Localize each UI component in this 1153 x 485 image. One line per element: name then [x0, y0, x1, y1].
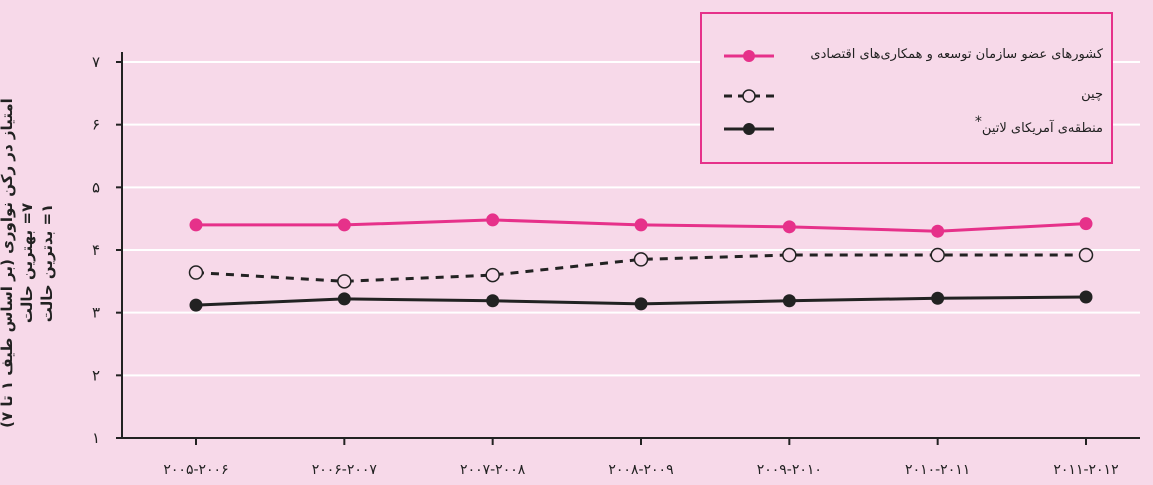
- x-tick-label: ۲۰۱۱-۲۰۱۲: [1053, 462, 1118, 478]
- data-point-china: [782, 247, 797, 263]
- x-tick-label: ۲۰۰۹-۲۰۱۰: [757, 462, 822, 478]
- data-point-oecd: [634, 218, 648, 232]
- data-point-latam: [1079, 290, 1093, 304]
- data-point-latam: [782, 294, 796, 308]
- y-tick-label: ۵: [92, 178, 100, 196]
- data-point-oecd: [931, 224, 945, 238]
- data-point-latam: [486, 294, 500, 308]
- data-point-china: [633, 252, 649, 267]
- data-point-latam: [634, 297, 648, 311]
- legend-label-oecd: کشورهای عضو سازمان توسعه و همکاری‌های اق…: [810, 47, 1103, 62]
- y-axis-label: امتیاز در رکن نوآوری (بر اساس طیف ۱ تا ۷…: [0, 63, 67, 463]
- legend-item-china: چین: [702, 81, 1111, 111]
- legend-item-oecd: کشورهای عضو سازمان توسعه و همکاری‌های اق…: [702, 41, 1111, 71]
- data-point-china: [188, 265, 204, 280]
- y-axis-label-line-2: ۷= بهترین حالت: [18, 202, 36, 324]
- legend-marker-latam: [724, 123, 774, 135]
- x-tick-label: ۲۰۰۶-۲۰۰۷: [312, 462, 378, 478]
- legend-asterisk: *: [974, 114, 982, 130]
- x-tick-label: ۲۰۱۰-۲۰۱۱: [905, 462, 970, 478]
- data-point-china: [485, 267, 500, 283]
- y-axis-label-line-1: امتیاز در رکن نوآوری (بر اساس طیف ۱ تا ۷…: [0, 98, 16, 428]
- legend: کشورهای عضو سازمان توسعه و همکاری‌های اق…: [700, 12, 1113, 164]
- grid-lines: [122, 61, 1140, 377]
- legend-marker-oecd: [724, 50, 774, 62]
- data-point-latam: [189, 298, 203, 312]
- x-tick-label: ۲۰۰۷-۲۰۰۸: [460, 462, 526, 478]
- y-tick-label: ۴: [92, 241, 100, 259]
- y-tick-label: ۶: [92, 116, 100, 134]
- x-tick-labels: ۲۰۰۵-۲۰۰۶ ۲۰۰۶-۲۰۰۷ ۲۰۰۷-۲۰۰۸ ۲۰۰۸-۲۰۰۹ ۲۰۰۹…: [163, 438, 1119, 478]
- series-lines: [188, 213, 1094, 312]
- x-tick-label: ۲۰۰۵-۲۰۰۶: [163, 462, 228, 478]
- legend-label-latam-text: منطقه‌ی آمریکای لاتین: [981, 121, 1103, 136]
- legend-marker-china: [724, 89, 774, 103]
- data-point-oecd: [337, 218, 351, 232]
- legend-item-latam: منطقه‌ی آمریکای لاتین*: [702, 114, 1111, 144]
- y-tick-label: ۷: [92, 53, 100, 71]
- legend-label-china: چین: [1081, 87, 1103, 102]
- y-tick-label: ۱: [92, 429, 100, 447]
- data-point-oecd: [782, 220, 796, 234]
- y-tick-label: ۳: [92, 304, 100, 322]
- data-point-china: [1078, 247, 1094, 263]
- data-point-latam: [337, 292, 351, 306]
- data-point-latam: [931, 291, 945, 305]
- data-point-china: [337, 274, 352, 289]
- data-point-oecd: [486, 213, 500, 227]
- data-point-oecd: [1079, 217, 1093, 231]
- data-point-oecd: [189, 218, 203, 232]
- y-tick-labels: ۱ ۲ ۳ ۴ ۵ ۶ ۷: [92, 53, 122, 447]
- y-axis-label-line-3: ۱= بدترین حالت: [38, 203, 56, 323]
- data-point-china: [930, 247, 945, 263]
- x-tick-label: ۲۰۰۸-۲۰۰۹: [608, 462, 673, 478]
- y-tick-label: ۲: [92, 366, 100, 384]
- legend-label-latam: منطقه‌ی آمریکای لاتین*: [975, 114, 1103, 136]
